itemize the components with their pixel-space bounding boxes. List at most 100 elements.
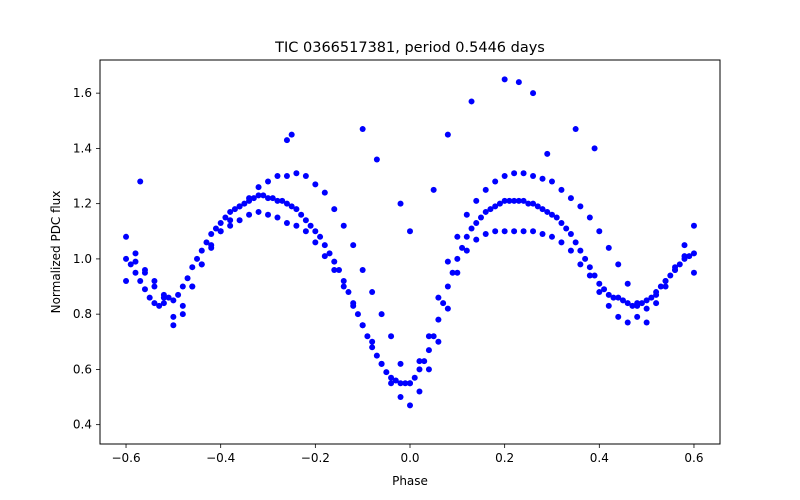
data-point: [511, 228, 518, 235]
data-point: [463, 211, 470, 218]
data-point: [179, 311, 186, 318]
data-point: [378, 311, 385, 318]
data-point: [411, 374, 418, 381]
data-point: [482, 186, 489, 193]
data-point: [373, 156, 380, 163]
data-point: [274, 197, 281, 204]
data-point: [283, 200, 290, 207]
data-point: [463, 247, 470, 254]
data-point: [397, 200, 404, 207]
data-point: [373, 352, 380, 359]
data-point: [643, 297, 650, 304]
data-point: [634, 313, 641, 320]
data-point: [530, 173, 537, 180]
data-point: [350, 302, 357, 309]
data-point: [340, 222, 347, 229]
data-point: [132, 258, 139, 265]
data-point: [520, 228, 527, 235]
data-point: [662, 283, 669, 290]
data-points: [123, 76, 697, 409]
data-point: [179, 283, 186, 290]
data-point: [430, 186, 437, 193]
data-point: [558, 239, 565, 246]
data-point: [610, 294, 617, 301]
data-point: [402, 380, 409, 387]
data-point: [567, 247, 574, 254]
data-point: [596, 289, 603, 296]
data-point: [539, 206, 546, 213]
data-point: [345, 289, 352, 296]
data-point: [331, 258, 338, 265]
data-point: [563, 225, 570, 232]
data-point: [468, 98, 475, 105]
data-point: [492, 228, 499, 235]
data-point: [511, 197, 518, 204]
data-point: [241, 200, 248, 207]
data-point: [515, 197, 522, 204]
x-axis: −0.6 −0.4 −0.2 0.0 0.2 0.4 0.6: [111, 444, 704, 465]
data-point: [198, 247, 205, 254]
data-point: [321, 242, 328, 249]
data-point: [449, 269, 456, 276]
data-point: [596, 280, 603, 287]
data-point: [392, 377, 399, 384]
data-point: [416, 358, 423, 365]
data-point: [326, 250, 333, 257]
data-point: [312, 228, 319, 235]
data-point: [321, 253, 328, 260]
data-point: [492, 203, 499, 210]
data-point: [236, 217, 243, 224]
data-point: [132, 250, 139, 257]
data-point: [123, 255, 130, 262]
data-point: [274, 214, 281, 221]
data-point: [397, 380, 404, 387]
data-point: [141, 286, 148, 293]
data-point: [463, 233, 470, 240]
data-point: [388, 380, 395, 387]
data-point: [317, 233, 324, 240]
data-point: [629, 302, 636, 309]
data-point: [577, 261, 584, 268]
data-point: [359, 126, 366, 133]
data-point: [378, 360, 385, 367]
data-point: [217, 219, 224, 226]
y-tick-label: 0.4: [73, 418, 92, 432]
data-point: [435, 316, 442, 323]
data-point: [582, 255, 589, 262]
data-point: [170, 297, 177, 304]
data-point: [397, 360, 404, 367]
data-point: [648, 294, 655, 301]
y-tick-label: 1.2: [73, 197, 92, 211]
data-point: [501, 76, 508, 83]
data-point: [369, 338, 376, 345]
data-point: [236, 203, 243, 210]
data-point: [312, 239, 319, 246]
data-point: [454, 255, 461, 262]
data-point: [539, 175, 546, 182]
data-point: [123, 233, 130, 240]
data-point: [260, 192, 267, 199]
data-point: [336, 266, 343, 273]
data-point: [605, 244, 612, 251]
y-axis: 0.4 0.6 0.8 1.0 1.2 1.4 1.6: [73, 86, 100, 432]
data-point: [577, 247, 584, 254]
y-axis-label: Normalized PDC flux: [49, 191, 63, 314]
data-point: [468, 225, 475, 232]
data-point: [288, 131, 295, 138]
data-point: [577, 203, 584, 210]
data-point: [189, 264, 196, 271]
data-point: [567, 231, 574, 238]
x-tick-label: 0.6: [684, 451, 703, 465]
data-point: [350, 242, 357, 249]
data-point: [624, 319, 631, 326]
data-point: [340, 283, 347, 290]
y-tick-label: 1.0: [73, 252, 92, 266]
data-point: [421, 358, 428, 365]
data-point: [212, 225, 219, 232]
data-point: [293, 170, 300, 177]
data-point: [520, 197, 527, 204]
data-point: [321, 189, 328, 196]
data-point: [397, 394, 404, 401]
data-point: [501, 228, 508, 235]
data-point: [473, 236, 480, 243]
